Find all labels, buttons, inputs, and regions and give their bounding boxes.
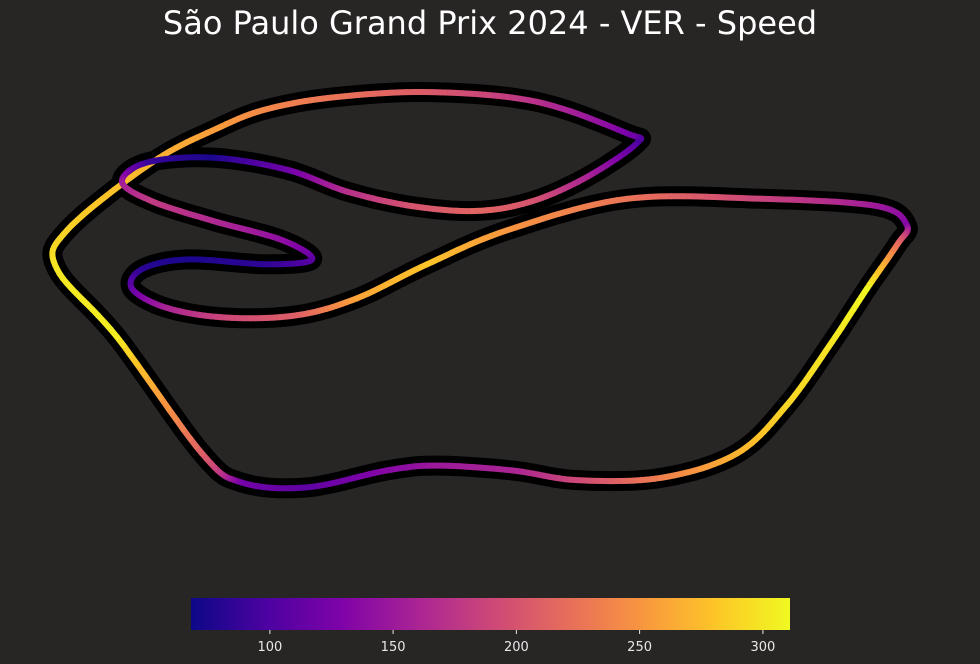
chart-title: São Paulo Grand Prix 2024 - VER - Speed xyxy=(162,4,818,42)
colorbar-ticks: 100 150 200 250 300 xyxy=(257,630,775,655)
colorbar-tick-label: 250 xyxy=(627,640,652,655)
colorbar: 100 150 200 250 300 xyxy=(191,598,790,655)
colorbar-tick-label: 300 xyxy=(750,640,775,655)
colorbar-tick-label: 150 xyxy=(381,640,406,655)
track-speed-segments xyxy=(49,89,911,492)
colorbar-rect xyxy=(191,598,790,630)
colorbar-tick-label: 100 xyxy=(257,640,282,655)
speed-segment xyxy=(54,266,63,277)
colorbar-tick-label: 200 xyxy=(504,640,529,655)
